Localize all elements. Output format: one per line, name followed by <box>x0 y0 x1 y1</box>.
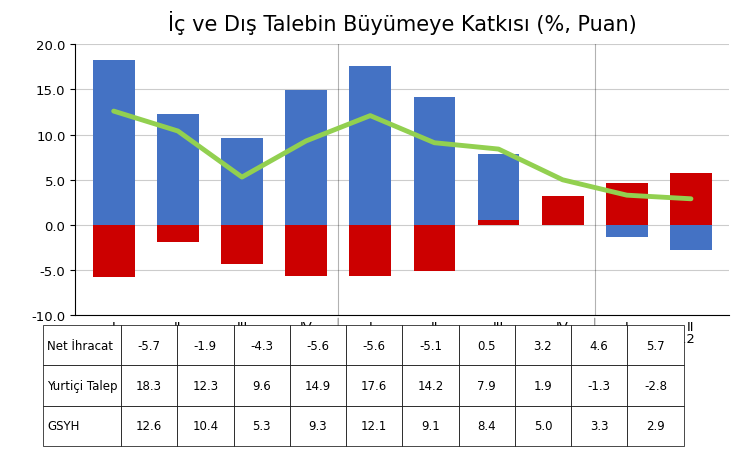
Text: 2011: 2011 <box>450 332 484 345</box>
Bar <box>670 174 712 226</box>
Bar <box>478 154 520 226</box>
Bar <box>670 226 712 251</box>
Bar <box>92 60 135 226</box>
Bar <box>350 67 391 225</box>
Bar <box>414 97 455 226</box>
Bar <box>221 226 262 264</box>
Bar <box>414 226 455 272</box>
Bar <box>92 226 135 277</box>
Bar <box>157 115 199 226</box>
Bar <box>542 197 584 226</box>
Text: 2012: 2012 <box>661 332 695 345</box>
Bar <box>285 226 327 276</box>
Bar <box>285 91 327 226</box>
Bar <box>157 226 199 243</box>
Bar <box>478 221 520 226</box>
Bar <box>542 208 584 226</box>
Text: 2010: 2010 <box>193 332 227 345</box>
Bar <box>606 226 647 237</box>
Bar <box>350 226 391 276</box>
Bar <box>606 184 647 226</box>
Bar <box>221 139 262 226</box>
Title: İç ve Dış Talebin Büyümeye Katkısı (%, Puan): İç ve Dış Talebin Büyümeye Katkısı (%, P… <box>168 11 637 35</box>
